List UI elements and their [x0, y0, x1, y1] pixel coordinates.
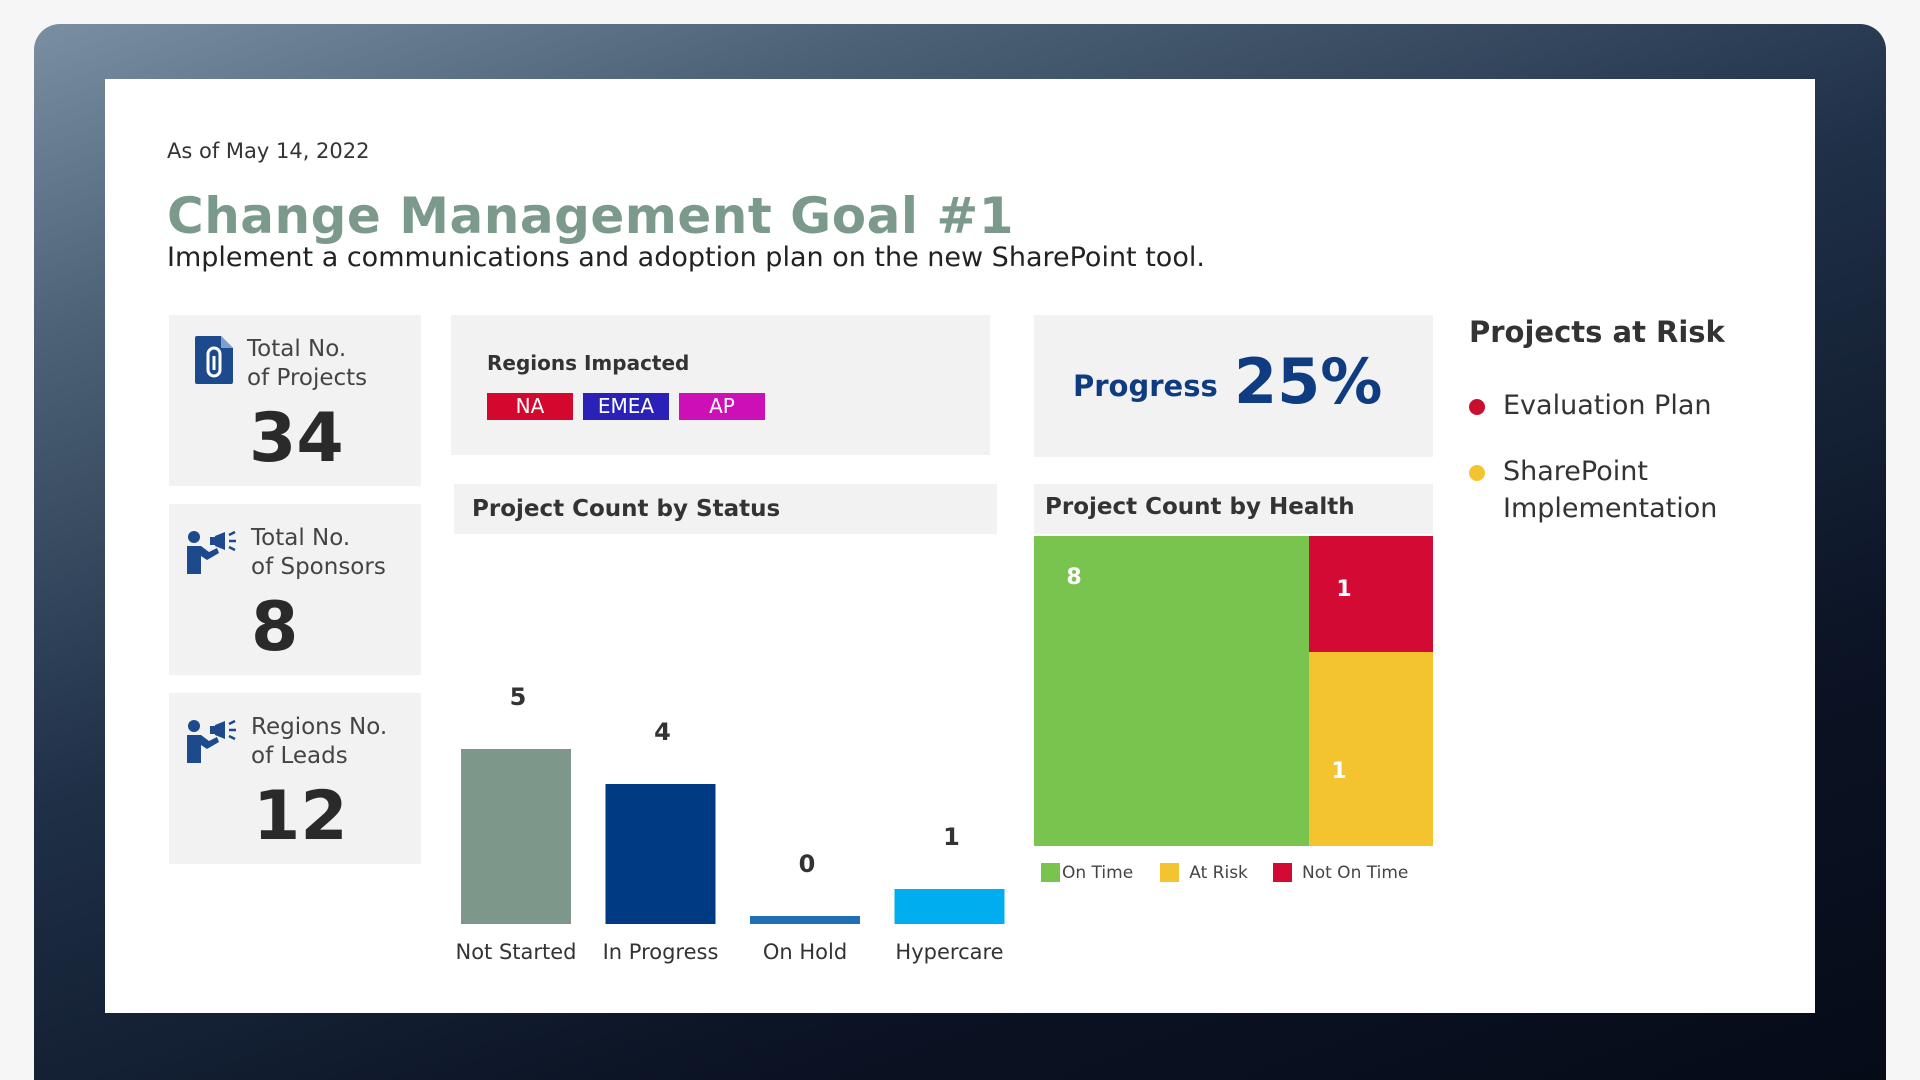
treemap-cell-at-risk — [1309, 652, 1433, 846]
bar-hypercare — [894, 889, 1005, 924]
regions-title: Regions Impacted — [487, 351, 690, 375]
legend-swatch-not-on-time — [1273, 863, 1292, 882]
bar-on-hold — [750, 916, 860, 924]
treemap-value-label: 1 — [1336, 577, 1351, 602]
dashboard-slide: As of May 14, 2022 Change Management Goa… — [105, 79, 1815, 1013]
progress-value: 25% — [1234, 345, 1383, 418]
category-label: Not Started — [455, 940, 576, 964]
page-title: Change Management Goal #1 — [167, 187, 1015, 245]
document-clip-icon — [193, 334, 235, 390]
bar-not-started — [461, 749, 571, 924]
bar-value-label: 4 — [654, 718, 671, 746]
regions-panel: Regions Impacted NA EMEA AP — [451, 315, 990, 455]
risk-item: Evaluation Plan — [1503, 390, 1712, 421]
kpi-card-projects: Total No. of Projects 34 — [169, 315, 421, 486]
legend-label-on-time: On Time — [1062, 862, 1134, 883]
region-tag-ap: AP — [679, 393, 765, 420]
megaphone-person-icon — [185, 719, 239, 769]
legend-swatch-at-risk — [1160, 863, 1180, 882]
risk-title: Projects at Risk — [1469, 315, 1725, 349]
status-chart-header: Project Count by Status — [454, 484, 997, 534]
risk-item: SharePoint Implementation — [1503, 456, 1718, 524]
page-subtitle: Implement a communications and adoption … — [167, 242, 1205, 273]
category-label: In Progress — [603, 940, 719, 964]
status-chart-title: Project Count by Status — [472, 496, 781, 522]
as-of-date: As of May 14, 2022 — [167, 139, 370, 163]
kpi-label: Regions No. of Leads — [251, 714, 388, 769]
treemap-cell-not-on-time — [1309, 536, 1433, 652]
health-chart-title: Project Count by Health — [1045, 494, 1355, 520]
kpi-label: Total No. of Projects — [247, 336, 368, 391]
region-tag-emea: EMEA — [583, 393, 669, 420]
category-label: On Hold — [763, 940, 847, 964]
treemap-value-label: 8 — [1066, 565, 1081, 590]
bar-value-label: 1 — [943, 823, 960, 851]
treemap-value-label: 1 — [1331, 759, 1346, 784]
risk-dot-sharepoint — [1469, 465, 1485, 481]
kpi-value: 8 — [251, 588, 299, 667]
legend-swatch-on-time — [1041, 863, 1060, 882]
bar-in-progress — [605, 784, 716, 924]
kpi-value: 34 — [249, 399, 344, 478]
health-treemap-chart: 8 1 1 — [1034, 536, 1433, 846]
kpi-card-sponsors: Total No. of Sponsors 8 — [169, 504, 421, 675]
treemap-cell-on-time — [1034, 536, 1309, 846]
megaphone-person-icon — [185, 530, 239, 580]
kpi-label: Total No. of Sponsors — [251, 525, 386, 580]
legend-label-not-on-time: Not On Time — [1302, 862, 1409, 883]
category-label: Hypercare — [895, 940, 1003, 964]
progress-label: Progress — [1073, 369, 1218, 403]
risk-dot-evaluation-plan — [1469, 399, 1485, 415]
status-bar-chart: 5 Not Started 4 In Progress 0 On Hold 1 Hyperca… — [455, 683, 1005, 964]
kpi-value: 12 — [253, 777, 348, 856]
legend-label-at-risk: At Risk — [1189, 862, 1248, 883]
region-tag-na: NA — [487, 393, 573, 420]
health-chart-header: Project Count by Health — [1034, 484, 1433, 534]
kpi-card-leads: Regions No. of Leads 12 — [169, 693, 421, 864]
bar-value-label: 0 — [799, 850, 816, 878]
bar-value-label: 5 — [510, 683, 527, 711]
progress-panel: Progress 25% — [1034, 315, 1433, 457]
health-legend: On Time At Risk Not On Time — [1041, 862, 1408, 883]
